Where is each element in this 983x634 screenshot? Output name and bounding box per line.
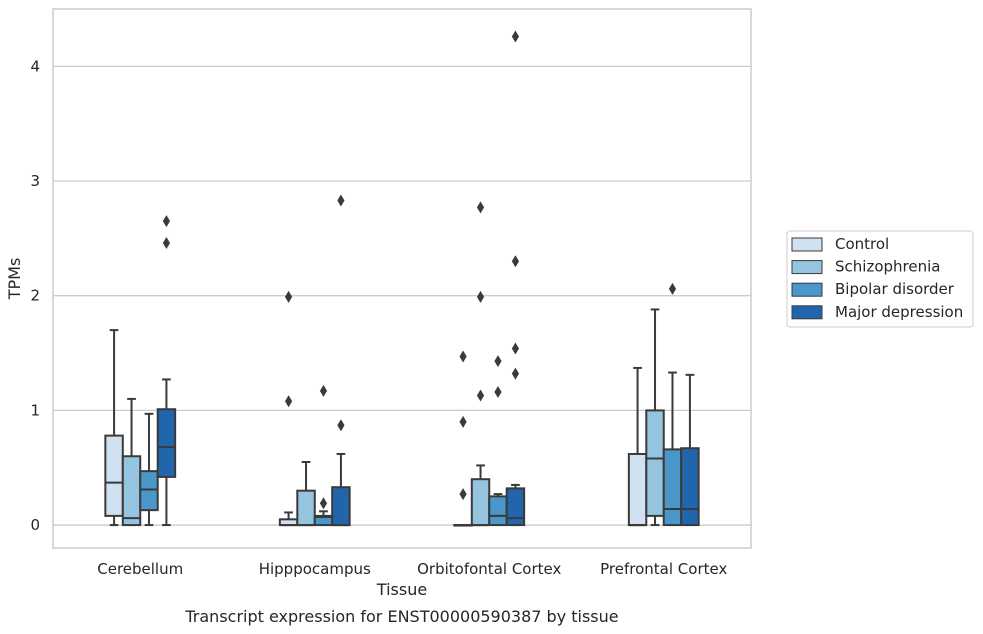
outlier-point	[284, 290, 293, 303]
outlier-point	[476, 201, 485, 214]
box-bipolar-disorder	[313, 384, 334, 527]
outlier-point	[511, 255, 520, 268]
y-tick-label: 4	[30, 57, 40, 75]
legend-swatch	[791, 282, 823, 297]
x-axis-label: Tissue	[376, 580, 427, 599]
outlier-point	[337, 194, 345, 207]
x-tick-label: Cerebellum	[97, 560, 183, 578]
box-body	[662, 448, 683, 527]
box-schizophrenia	[470, 201, 491, 527]
outlier-point	[668, 282, 677, 295]
box-body	[470, 478, 491, 527]
box-body	[331, 486, 351, 527]
y-tick-label: 3	[30, 172, 40, 190]
legend-swatch	[791, 237, 823, 252]
legend: Control Schizophrenia Bipolar disorder Majo…	[786, 230, 974, 328]
box-control	[104, 329, 124, 527]
outlier-point	[459, 350, 467, 363]
outlier-point	[511, 342, 520, 355]
legend-swatch	[791, 260, 823, 275]
boxes	[104, 30, 700, 527]
y-tick-label: 2	[30, 287, 40, 305]
plot-area	[52, 8, 752, 549]
outlier-point	[459, 488, 467, 501]
box-body	[505, 487, 526, 527]
box-body	[627, 452, 648, 527]
box-body	[104, 434, 124, 517]
box-body	[139, 470, 159, 512]
outlier-point	[319, 497, 328, 510]
outlier-point	[494, 386, 502, 399]
outlier-point	[284, 395, 293, 408]
x-tick-label: Hipppocampus	[259, 560, 371, 578]
outlier-point	[476, 290, 485, 303]
box-schizophrenia	[121, 397, 142, 527]
legend-label: Bipolar disorder	[835, 280, 955, 298]
box-major-depression	[505, 30, 526, 527]
box-body	[296, 489, 316, 527]
x-tick-labels: Cerebellum Hipppocampus Orbitofontal Corte…	[97, 560, 727, 578]
box-control	[278, 290, 299, 527]
box-body	[645, 409, 665, 517]
box-body	[488, 495, 508, 527]
outlier-point	[337, 419, 345, 432]
box-major-depression	[331, 194, 351, 527]
y-axis-label: TPMs	[5, 258, 24, 301]
outlier-point	[511, 367, 520, 380]
outlier-point	[459, 415, 467, 428]
box-major-depression	[680, 373, 700, 527]
outlier-point	[494, 355, 502, 368]
chart-caption: Transcript expression for ENST0000059038…	[184, 607, 618, 626]
outlier-point	[476, 389, 485, 402]
box-control	[453, 350, 473, 527]
box-body	[156, 408, 177, 478]
y-tick-labels: 0 1 2 3 4	[30, 57, 40, 534]
box-bipolar-disorder	[662, 282, 683, 527]
y-tick-label: 1	[30, 401, 40, 419]
box-bipolar-disorder	[488, 355, 508, 527]
box-schizophrenia	[296, 460, 316, 527]
legend-frame	[786, 230, 974, 328]
box-body	[680, 447, 700, 527]
legend-label: Control	[835, 235, 889, 253]
y-tick-label: 0	[30, 516, 40, 534]
legend-label: Schizophrenia	[835, 258, 940, 276]
x-tick-label: Prefrontal Cortex	[600, 560, 727, 578]
legend-swatch	[791, 305, 823, 320]
outlier-point	[162, 215, 171, 228]
box-bipolar-disorder	[139, 412, 159, 527]
outlier-point	[511, 30, 520, 43]
box-control	[627, 366, 648, 527]
box-major-depression	[156, 215, 177, 527]
legend-label: Major depression	[835, 303, 963, 321]
x-tick-label: Orbitofontal Cortex	[417, 560, 561, 578]
box-body	[121, 455, 142, 527]
outlier-point	[319, 384, 328, 397]
outlier-point	[162, 236, 171, 249]
box-schizophrenia	[645, 308, 665, 527]
